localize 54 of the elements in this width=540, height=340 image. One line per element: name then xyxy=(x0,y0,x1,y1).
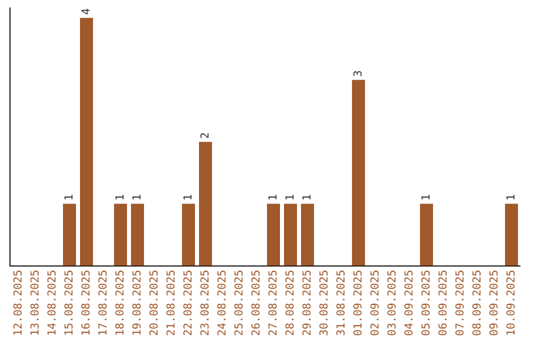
bar xyxy=(284,204,298,266)
x-tick-label: 16.08.2025 xyxy=(79,270,92,336)
data-label: 1 xyxy=(130,194,144,201)
x-tick-label: 10.09.2025 xyxy=(504,270,518,336)
x-tick-label: 17.08.2025 xyxy=(96,270,110,336)
bar xyxy=(352,80,366,266)
x-tick-label: 01.09.2025 xyxy=(351,270,364,336)
x-tick-label: 06.09.2025 xyxy=(436,270,450,336)
data-label: 1 xyxy=(419,194,432,201)
x-tick-label: 27.08.2025 xyxy=(266,270,280,336)
bar xyxy=(63,204,76,266)
x-tick-label: 09.09.2025 xyxy=(487,270,500,336)
x-tick-label: 14.08.2025 xyxy=(45,270,58,336)
x-tick-label: 29.08.2025 xyxy=(300,270,314,336)
x-tick-label: 28.08.2025 xyxy=(283,270,296,336)
x-tick-label: 13.08.2025 xyxy=(28,270,42,336)
bar xyxy=(267,204,280,266)
x-tick-label: 25.08.2025 xyxy=(232,270,246,336)
bar xyxy=(199,142,212,266)
x-tick-label: 31.08.2025 xyxy=(334,270,348,336)
bar xyxy=(505,204,518,266)
data-label: 1 xyxy=(300,194,314,201)
x-tick-label: 20.08.2025 xyxy=(147,270,160,336)
bar xyxy=(301,204,314,266)
x-tick-label: 07.09.2025 xyxy=(453,270,466,336)
x-tick-label: 05.09.2025 xyxy=(419,270,432,336)
data-label: 1 xyxy=(62,194,76,201)
data-label: 4 xyxy=(79,8,92,15)
x-tick-label: 15.08.2025 xyxy=(62,270,76,336)
data-label: 1 xyxy=(504,194,518,201)
x-tick-label: 21.08.2025 xyxy=(164,270,178,336)
data-label: 1 xyxy=(283,194,296,201)
x-tick-label: 04.09.2025 xyxy=(402,270,416,336)
data-label: 1 xyxy=(266,194,280,201)
x-tick-label: 26.08.2025 xyxy=(249,270,262,336)
x-tick-label: 19.08.2025 xyxy=(130,270,144,336)
x-tick-label: 18.08.2025 xyxy=(113,270,126,336)
bar xyxy=(131,204,144,266)
x-tick-label: 24.08.2025 xyxy=(215,270,228,336)
data-label: 1 xyxy=(181,194,194,201)
x-tick-label: 02.09.2025 xyxy=(368,270,382,336)
data-label: 1 xyxy=(113,194,126,201)
bar xyxy=(420,204,434,266)
x-tick-label: 23.08.2025 xyxy=(198,270,212,336)
bar xyxy=(114,204,128,266)
x-tick-label: 30.08.2025 xyxy=(317,270,330,336)
x-tick-label: 22.08.2025 xyxy=(181,270,194,336)
x-tick-label: 03.09.2025 xyxy=(385,270,398,336)
data-label: 3 xyxy=(351,70,364,77)
x-tick-label: 12.08.2025 xyxy=(11,270,24,336)
bar xyxy=(80,18,94,266)
data-label: 2 xyxy=(198,132,212,139)
bar xyxy=(182,204,196,266)
x-tick-label: 08.09.2025 xyxy=(470,270,484,336)
